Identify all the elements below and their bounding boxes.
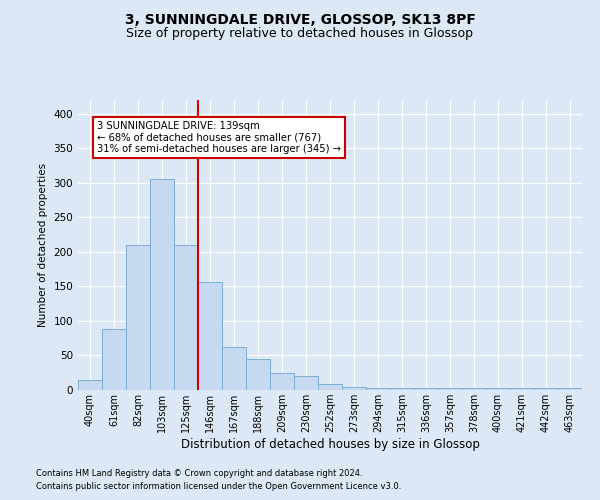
Bar — [366, 388, 390, 390]
Bar — [486, 388, 510, 390]
Bar — [294, 376, 318, 390]
Bar — [270, 372, 294, 390]
Bar — [342, 386, 366, 390]
Bar — [390, 388, 414, 390]
Text: Size of property relative to detached houses in Glossop: Size of property relative to detached ho… — [127, 28, 473, 40]
Bar — [438, 388, 462, 390]
Bar — [222, 347, 246, 390]
Y-axis label: Number of detached properties: Number of detached properties — [38, 163, 48, 327]
Bar — [510, 388, 534, 390]
Text: Contains public sector information licensed under the Open Government Licence v3: Contains public sector information licen… — [36, 482, 401, 491]
Bar — [534, 388, 558, 390]
Bar — [102, 329, 126, 390]
Bar — [462, 388, 486, 390]
Bar — [78, 380, 102, 390]
Bar — [174, 245, 198, 390]
Text: Contains HM Land Registry data © Crown copyright and database right 2024.: Contains HM Land Registry data © Crown c… — [36, 468, 362, 477]
Bar — [126, 245, 150, 390]
Bar — [198, 282, 222, 390]
Bar — [558, 388, 582, 390]
Bar — [150, 180, 174, 390]
Bar — [318, 384, 342, 390]
Text: 3, SUNNINGDALE DRIVE, GLOSSOP, SK13 8PF: 3, SUNNINGDALE DRIVE, GLOSSOP, SK13 8PF — [125, 12, 475, 26]
Bar — [414, 388, 438, 390]
Text: 3 SUNNINGDALE DRIVE: 139sqm
← 68% of detached houses are smaller (767)
31% of se: 3 SUNNINGDALE DRIVE: 139sqm ← 68% of det… — [97, 120, 341, 154]
X-axis label: Distribution of detached houses by size in Glossop: Distribution of detached houses by size … — [181, 438, 479, 451]
Bar — [246, 359, 270, 390]
